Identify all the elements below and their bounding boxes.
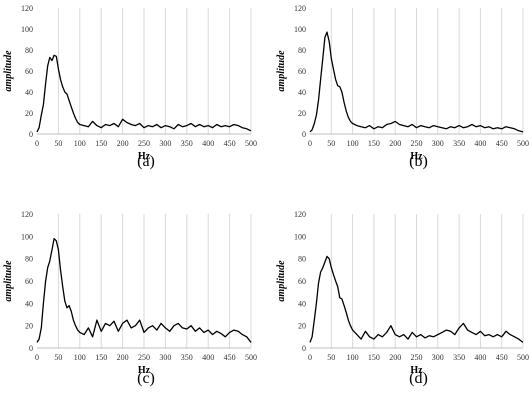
x-tick-label: 50 <box>327 139 335 148</box>
y-tick-label: 20 <box>25 109 33 118</box>
y-tick-label: 100 <box>294 25 306 34</box>
y-tick-label: 100 <box>21 25 33 34</box>
panel-caption: (d) <box>409 370 428 387</box>
x-tick-label: 150 <box>368 139 380 148</box>
x-tick-label: 400 <box>202 353 214 362</box>
y-tick-label: 80 <box>25 46 33 55</box>
series-line <box>36 237 252 343</box>
x-axis-label: Hz <box>138 365 151 376</box>
y-tick-label: 60 <box>298 277 306 286</box>
y-tick-label: 120 <box>21 4 33 13</box>
panel-caption: (b) <box>409 153 428 170</box>
y-tick-label: 0 <box>29 344 33 353</box>
x-tick-label: 100 <box>347 139 359 148</box>
x-tick-label: 200 <box>389 353 401 362</box>
x-tick-label: 450 <box>224 353 236 362</box>
y-axis-label: amplitude <box>276 50 287 92</box>
y-tick-label: 20 <box>298 322 306 331</box>
x-tick-label: 400 <box>474 353 486 362</box>
y-tick-label: 60 <box>298 67 306 76</box>
x-tick-label: 300 <box>159 353 171 362</box>
y-tick-label: 120 <box>21 210 33 219</box>
x-tick-label: 300 <box>159 139 171 148</box>
x-tick-label: 100 <box>74 139 86 148</box>
x-tick-label: 450 <box>224 139 236 148</box>
y-tick-label: 60 <box>25 67 33 76</box>
y-axis-label: amplitude <box>3 50 14 92</box>
x-tick-label: 100 <box>347 353 359 362</box>
x-tick-label: 150 <box>95 353 107 362</box>
x-tick-label: 200 <box>389 139 401 148</box>
x-tick-label: 300 <box>432 139 444 148</box>
x-tick-label: 0 <box>308 353 312 362</box>
x-axis-label: Hz <box>410 365 423 376</box>
x-axis-label: Hz <box>138 151 151 162</box>
chart-panel-3: 0 20 40 60 80 100 120 0 50 100 150 200 250 300 350 400 4… <box>3 210 257 387</box>
x-tick-label: 250 <box>138 353 150 362</box>
x-tick-label: 0 <box>308 139 312 148</box>
y-tick-label: 80 <box>298 255 306 264</box>
y-tick-label: 20 <box>298 109 306 118</box>
x-tick-label: 50 <box>54 139 62 148</box>
x-tick-label: 400 <box>202 139 214 148</box>
x-tick-label: 100 <box>74 353 86 362</box>
y-tick-label: 100 <box>294 232 306 241</box>
y-tick-label: 100 <box>21 232 33 241</box>
y-tick-label: 120 <box>294 210 306 219</box>
x-tick-label: 500 <box>245 139 257 148</box>
y-tick-label: 120 <box>294 4 306 13</box>
x-tick-label: 450 <box>496 353 508 362</box>
y-tick-label: 0 <box>302 130 306 139</box>
x-tick-label: 200 <box>117 139 129 148</box>
panel-caption: (c) <box>137 370 155 387</box>
chart-panel-1: 0 20 40 60 80 100 120 0 50 100 150 200 250 300 350 400 4… <box>3 4 257 170</box>
x-tick-label: 500 <box>517 139 529 148</box>
x-tick-label: 50 <box>54 353 62 362</box>
y-tick-label: 80 <box>25 255 33 264</box>
y-tick-label: 40 <box>25 88 33 97</box>
x-tick-label: 200 <box>117 353 129 362</box>
y-tick-label: 60 <box>25 277 33 286</box>
x-tick-label: 350 <box>181 139 193 148</box>
y-tick-label: 0 <box>302 344 306 353</box>
series-line <box>36 54 252 133</box>
x-tick-label: 450 <box>496 139 508 148</box>
y-axis-label: amplitude <box>3 260 14 302</box>
y-tick-label: 40 <box>298 299 306 308</box>
x-tick-label: 250 <box>411 139 423 148</box>
x-tick-label: 50 <box>327 353 335 362</box>
x-tick-label: 0 <box>35 353 39 362</box>
x-tick-label: 350 <box>453 139 465 148</box>
x-tick-label: 250 <box>411 353 423 362</box>
chart-panel-4: 0 20 40 60 80 100 120 0 50 100 150 200 250 300 350 400 4… <box>276 210 529 387</box>
x-tick-label: 350 <box>181 353 193 362</box>
series-line <box>309 31 524 133</box>
y-tick-label: 40 <box>25 299 33 308</box>
y-tick-label: 0 <box>29 130 33 139</box>
y-tick-label: 20 <box>25 322 33 331</box>
x-tick-label: 500 <box>245 353 257 362</box>
y-tick-label: 80 <box>298 46 306 55</box>
x-tick-label: 150 <box>95 139 107 148</box>
x-tick-label: 400 <box>474 139 486 148</box>
chart-panel-2: 0 20 40 60 80 100 120 0 50 100 150 200 250 300 350 400 4… <box>276 4 529 170</box>
x-tick-label: 0 <box>35 139 39 148</box>
x-tick-label: 300 <box>432 353 444 362</box>
panel-caption: (a) <box>137 153 155 170</box>
y-axis-label: amplitude <box>276 260 287 302</box>
x-axis-label: Hz <box>410 151 423 162</box>
series-line <box>309 255 524 343</box>
y-tick-label: 40 <box>298 88 306 97</box>
x-tick-label: 150 <box>368 353 380 362</box>
x-tick-label: 500 <box>517 353 529 362</box>
x-tick-label: 250 <box>138 139 150 148</box>
x-tick-label: 350 <box>453 353 465 362</box>
